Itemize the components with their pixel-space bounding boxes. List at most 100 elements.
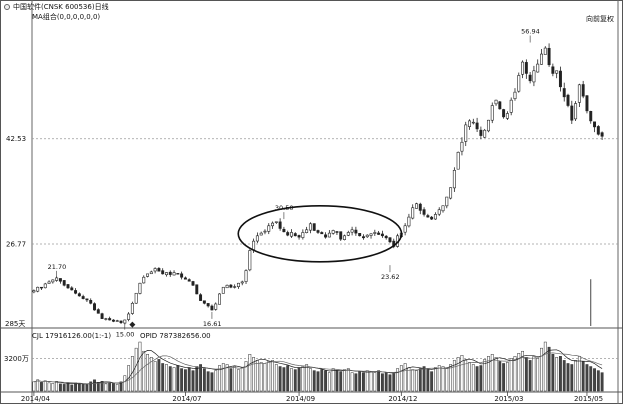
time-tick-label: 2014/04 bbox=[21, 395, 51, 403]
volume-bar bbox=[40, 382, 43, 392]
volume-bar bbox=[161, 363, 165, 392]
candle-up bbox=[134, 292, 138, 304]
candle-up bbox=[543, 47, 547, 55]
volume-bar bbox=[142, 350, 146, 392]
candle-up bbox=[221, 286, 225, 294]
volume-bar bbox=[487, 356, 490, 392]
volume-bar bbox=[524, 357, 528, 392]
candle-up bbox=[445, 196, 449, 207]
candle-up bbox=[214, 303, 218, 310]
collapse-button[interactable] bbox=[4, 4, 10, 10]
event-diamond-marker bbox=[129, 321, 136, 328]
candle-up bbox=[36, 286, 40, 292]
candle-down bbox=[229, 284, 233, 288]
volume-bar bbox=[434, 367, 437, 392]
candle-down bbox=[161, 270, 165, 275]
candle-down bbox=[312, 223, 316, 231]
volume-bar bbox=[278, 366, 282, 392]
time-tick-label: 2014/12 bbox=[388, 395, 417, 403]
volume-bar bbox=[320, 369, 324, 392]
candle-up bbox=[259, 232, 263, 236]
time-tick-label: 2014/07 bbox=[172, 395, 201, 403]
candle-up bbox=[468, 120, 471, 127]
candle-down bbox=[39, 286, 43, 289]
volume-bar bbox=[369, 371, 373, 392]
volume-bar bbox=[301, 366, 305, 392]
volume-bar bbox=[293, 369, 297, 392]
candle-up bbox=[290, 232, 293, 237]
volume-bar bbox=[206, 371, 210, 392]
volume-bar bbox=[536, 358, 540, 392]
candle-down bbox=[282, 228, 286, 233]
volume-bar bbox=[464, 360, 468, 392]
volume-bar bbox=[153, 361, 157, 392]
candle-up bbox=[449, 187, 453, 199]
candle-up bbox=[411, 207, 415, 219]
volume-bar bbox=[244, 361, 248, 392]
candle-down bbox=[388, 237, 392, 243]
candle-down bbox=[384, 235, 388, 239]
volume-bar bbox=[343, 369, 346, 392]
volume-bar bbox=[411, 369, 415, 392]
candle-up bbox=[267, 225, 271, 232]
volume-ma-line bbox=[33, 352, 603, 385]
volume-bar bbox=[521, 350, 524, 392]
candle-up bbox=[407, 216, 411, 227]
volume-bar bbox=[471, 364, 475, 392]
price-adjust-label[interactable]: 向前复权 bbox=[586, 15, 614, 23]
candle-down bbox=[100, 313, 104, 319]
candle-down bbox=[566, 94, 570, 106]
candle-up bbox=[274, 221, 278, 223]
volume-bar bbox=[248, 354, 252, 392]
candle-up bbox=[536, 63, 540, 73]
candle-down bbox=[187, 279, 191, 282]
candles-layer bbox=[32, 43, 604, 325]
candle-up bbox=[153, 268, 157, 272]
volume-bar bbox=[483, 359, 487, 392]
candle-down bbox=[570, 105, 574, 121]
volume-bar bbox=[104, 383, 108, 392]
volume-bar bbox=[237, 369, 240, 392]
time-tick-label: 2014/09 bbox=[286, 395, 315, 403]
candle-down bbox=[119, 320, 123, 323]
volume-bar bbox=[187, 367, 191, 392]
volume-bar bbox=[354, 373, 358, 392]
volume-bar bbox=[445, 368, 449, 392]
volume-bar bbox=[221, 363, 225, 392]
volume-bar bbox=[149, 357, 153, 392]
volume-bar bbox=[505, 362, 509, 392]
candle-down bbox=[210, 305, 214, 311]
candle-down bbox=[475, 122, 479, 130]
volume-bar bbox=[460, 355, 464, 392]
volume-bar bbox=[214, 370, 218, 392]
candle-up bbox=[149, 271, 153, 275]
candle-up bbox=[165, 272, 168, 276]
candle-up bbox=[483, 129, 487, 138]
candle-up bbox=[271, 222, 275, 227]
volume-bar bbox=[570, 364, 574, 392]
candle-down bbox=[89, 300, 93, 304]
volume-bar bbox=[119, 381, 123, 392]
volume-bar bbox=[130, 356, 134, 392]
candle-up bbox=[574, 103, 578, 120]
candle-up bbox=[452, 170, 456, 189]
volume-bar bbox=[290, 368, 293, 392]
candle-down bbox=[70, 287, 74, 291]
volume-bar bbox=[593, 368, 596, 392]
volume-bar bbox=[305, 364, 309, 392]
volume-bar bbox=[339, 371, 343, 392]
candle-down bbox=[74, 290, 78, 294]
volume-bar bbox=[62, 384, 66, 392]
time-tick-label: 2015/03 bbox=[494, 395, 523, 403]
candle-down bbox=[354, 229, 358, 234]
candle-down bbox=[358, 233, 362, 237]
candle-down bbox=[191, 281, 195, 286]
volume-bar bbox=[255, 360, 259, 392]
volume-bar bbox=[32, 381, 36, 392]
volume-bar bbox=[585, 364, 589, 392]
volume-bar bbox=[547, 346, 551, 392]
candle-up bbox=[252, 240, 256, 251]
annotation-label: 21.70 bbox=[48, 263, 67, 271]
candle-up bbox=[115, 320, 119, 322]
